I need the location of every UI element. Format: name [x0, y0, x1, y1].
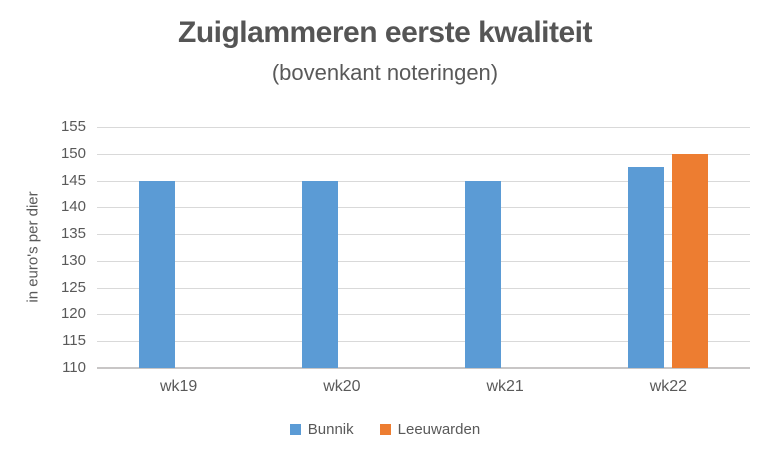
chart-subtitle: (bovenkant noteringen) — [271, 60, 499, 85]
gridline — [97, 234, 750, 236]
x-tick-label: wk20 — [323, 378, 361, 395]
x-tick-label: wk22 — [649, 378, 688, 395]
legend-item-bunnik: Bunnik — [289, 421, 354, 438]
gridline — [97, 180, 750, 182]
gridline — [97, 341, 750, 343]
legend-swatch-icon — [289, 424, 301, 435]
chart-title: Zuiglammeren eerste kwaliteit — [178, 16, 593, 49]
bar-bunnik-wk22 — [628, 167, 665, 368]
bar-bunnik-wk19 — [138, 180, 175, 368]
y-tick-label: 145 — [60, 171, 86, 189]
y-tick-label: 110 — [62, 359, 86, 376]
gridline — [97, 260, 750, 262]
legend-label: Leeuwarden — [397, 421, 481, 438]
legend-swatch-icon — [379, 424, 391, 435]
y-tick-label: 125 — [60, 278, 86, 296]
y-tick-label: 140 — [60, 198, 86, 216]
gridline — [97, 287, 750, 289]
y-tick-label: 120 — [60, 305, 86, 323]
y-tick-label: 130 — [60, 251, 86, 269]
y-tick-label: 155 — [60, 118, 86, 135]
x-tick-label: wk19 — [159, 378, 198, 395]
plot-area — [97, 127, 750, 369]
legend: Bunnik Leeuwarden — [0, 421, 770, 438]
x-axis-line — [97, 367, 750, 369]
gridline — [97, 314, 750, 316]
y-tick-label: 135 — [60, 225, 86, 243]
bar-bunnik-wk20 — [301, 180, 338, 368]
y-tick-label: 150 — [60, 144, 86, 162]
bar-leeuwarden-wk22 — [672, 153, 709, 368]
gridline — [97, 127, 750, 128]
y-tick-label: 115 — [62, 332, 86, 350]
gridline — [97, 207, 750, 209]
x-tick-label: wk21 — [486, 378, 524, 395]
legend-label: Bunnik — [307, 421, 354, 438]
gridline — [97, 153, 750, 155]
bar-bunnik-wk21 — [465, 180, 502, 368]
legend-item-leeuwarden: Leeuwarden — [379, 421, 481, 438]
